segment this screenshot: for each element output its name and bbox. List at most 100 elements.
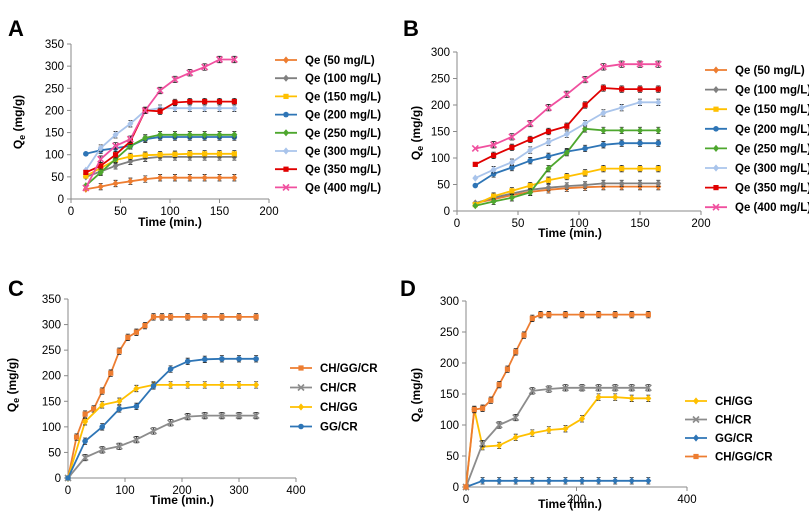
data-point [537,312,544,318]
series-3 [65,381,260,482]
data-point [201,174,208,182]
data-point [97,168,104,177]
data-point [545,165,552,173]
data-point [187,151,193,157]
x-axis-title: Time (min.) [138,215,202,229]
legend-label: Qe (200 mg/L) [305,110,381,122]
data-point [127,153,133,160]
data-point [490,166,497,174]
legend-label: Qe (100 mg/L) [305,73,381,85]
series-2 [64,412,260,482]
data-point [595,477,602,485]
y-tick-label: 150 [45,128,64,140]
data-point [112,179,119,188]
legend-entry: CH/CR [290,383,357,395]
legend-label: CH/GG/CR [715,452,773,464]
legend-entry: Qe (150 mg/L) [705,104,809,116]
legend-swatch-marker [693,397,699,405]
data-point [479,440,487,448]
y-axis-title-q: Q [409,413,423,422]
data-point [98,163,104,169]
panel-b: B 0 50 100 150 200 250 300 0 50 100 150 200 Time (min… [403,16,809,240]
data-point [108,370,114,376]
data-point [496,441,503,450]
data-point [600,166,606,172]
data-point [99,401,106,409]
data-point [82,184,90,192]
data-point [201,131,208,139]
x-axis-title: Time (min.) [538,497,602,511]
data-point [186,174,193,182]
data-point [578,384,586,392]
data-point [216,131,223,139]
series-line [67,414,257,479]
data-point [545,184,552,192]
legend-entry: Qe (400 mg/L) [705,202,809,214]
data-point [612,477,619,485]
data-point [628,394,635,402]
y-tick-label: 250 [431,74,450,86]
legend-swatch-marker [713,185,719,191]
data-point [202,151,208,157]
data-point [479,405,486,411]
data-point [471,406,477,413]
data-point [463,484,469,490]
data-point [112,162,119,170]
data-point [618,140,625,146]
data-point [112,155,119,163]
data-point [472,174,479,182]
data-point [171,131,178,139]
y-tick-label: 200 [431,100,450,112]
legend-entry: CH/GG/CR [290,363,378,375]
x-tick-label: 200 [691,218,710,230]
data-point [171,75,179,83]
data-point [619,86,625,92]
x-tick-label: 200 [172,485,191,497]
panel-label: B [403,16,419,41]
y-tick-label: 50 [446,451,459,463]
data-point [545,128,552,135]
x-tick-label: 200 [567,494,586,506]
data-point [133,403,140,410]
legend-swatch-marker [282,183,290,191]
data-point [655,140,662,146]
data-point [202,314,208,320]
data-point [219,314,225,320]
x-tick-label: 100 [569,218,588,230]
data-point [491,193,497,199]
data-point [472,182,479,189]
data-point [112,152,119,158]
data-point [527,182,533,189]
data-point [654,60,662,68]
data-point [645,394,652,402]
y-tick-label: 200 [440,358,459,370]
data-point [618,60,626,68]
data-point [150,383,157,389]
x-tick-label: 0 [463,494,469,506]
data-point [150,314,157,320]
data-point [184,381,191,389]
data-point [637,166,643,172]
data-point [236,356,242,362]
data-point [157,174,164,182]
data-point [628,384,636,392]
series-line [67,315,257,479]
data-point [618,126,625,135]
data-point [142,152,148,158]
y-tick-label: 300 [42,320,61,332]
y-tick-label: 100 [431,153,450,165]
data-point [132,436,140,444]
legend-entry: CH/GG [685,396,753,408]
legend-label: CH/GG/CR [320,363,378,375]
y-tick-label: 50 [51,172,64,184]
data-point [218,412,226,420]
data-point [581,75,589,84]
data-point [91,406,97,412]
legend-label: Qe (150 mg/L) [305,91,381,103]
data-point [167,366,174,372]
data-point [186,69,194,77]
data-point [527,188,534,197]
data-point [149,427,158,435]
panel-label: A [8,16,24,41]
data-point [133,329,139,335]
